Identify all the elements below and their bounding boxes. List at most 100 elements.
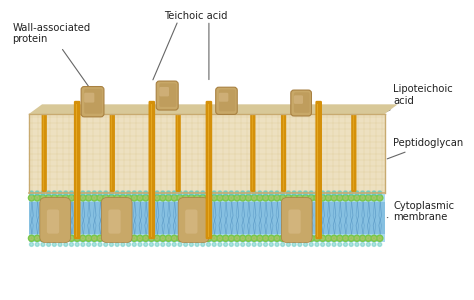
Circle shape bbox=[74, 235, 80, 241]
FancyBboxPatch shape bbox=[315, 101, 322, 239]
Circle shape bbox=[292, 191, 296, 195]
Circle shape bbox=[234, 235, 240, 241]
Circle shape bbox=[366, 196, 370, 200]
Circle shape bbox=[297, 235, 303, 241]
Circle shape bbox=[41, 196, 45, 200]
Circle shape bbox=[167, 236, 170, 240]
Circle shape bbox=[229, 191, 233, 195]
Circle shape bbox=[160, 195, 166, 201]
Circle shape bbox=[104, 236, 108, 240]
Circle shape bbox=[58, 236, 62, 240]
Circle shape bbox=[132, 191, 136, 195]
Circle shape bbox=[81, 236, 85, 240]
Circle shape bbox=[365, 195, 372, 201]
Circle shape bbox=[327, 191, 330, 195]
Circle shape bbox=[332, 196, 336, 200]
Circle shape bbox=[30, 236, 33, 240]
Circle shape bbox=[165, 235, 172, 241]
Circle shape bbox=[160, 235, 166, 241]
Text: Wall-associated
protein: Wall-associated protein bbox=[12, 23, 91, 90]
Circle shape bbox=[121, 191, 125, 195]
Circle shape bbox=[178, 191, 182, 195]
Circle shape bbox=[292, 242, 296, 246]
Circle shape bbox=[264, 236, 267, 240]
Circle shape bbox=[264, 242, 267, 246]
Circle shape bbox=[131, 235, 137, 241]
Circle shape bbox=[269, 191, 273, 195]
Circle shape bbox=[268, 235, 274, 241]
Circle shape bbox=[246, 196, 250, 200]
Circle shape bbox=[87, 242, 91, 246]
Circle shape bbox=[321, 242, 325, 246]
Circle shape bbox=[372, 236, 376, 240]
FancyBboxPatch shape bbox=[159, 83, 176, 107]
Circle shape bbox=[126, 235, 132, 241]
Circle shape bbox=[75, 191, 79, 195]
Circle shape bbox=[92, 191, 96, 195]
Circle shape bbox=[252, 191, 256, 195]
Circle shape bbox=[114, 195, 120, 201]
Circle shape bbox=[188, 195, 194, 201]
Circle shape bbox=[235, 242, 239, 246]
Circle shape bbox=[41, 191, 45, 195]
Circle shape bbox=[280, 195, 286, 201]
Circle shape bbox=[194, 235, 200, 241]
Circle shape bbox=[355, 242, 359, 246]
Bar bbox=[29, 202, 384, 234]
Circle shape bbox=[57, 235, 63, 241]
Circle shape bbox=[275, 236, 279, 240]
Circle shape bbox=[264, 191, 267, 195]
Circle shape bbox=[34, 195, 40, 201]
Circle shape bbox=[81, 191, 85, 195]
Circle shape bbox=[298, 196, 301, 200]
Circle shape bbox=[98, 196, 102, 200]
Circle shape bbox=[121, 196, 125, 200]
Circle shape bbox=[325, 195, 331, 201]
Circle shape bbox=[58, 196, 62, 200]
Circle shape bbox=[138, 196, 142, 200]
Circle shape bbox=[115, 196, 119, 200]
Circle shape bbox=[287, 236, 290, 240]
Circle shape bbox=[229, 236, 233, 240]
Circle shape bbox=[28, 235, 35, 241]
Circle shape bbox=[207, 191, 210, 195]
FancyBboxPatch shape bbox=[42, 105, 47, 192]
Circle shape bbox=[47, 236, 50, 240]
Circle shape bbox=[201, 236, 204, 240]
Circle shape bbox=[85, 195, 91, 201]
Circle shape bbox=[115, 242, 119, 246]
Circle shape bbox=[304, 236, 307, 240]
Circle shape bbox=[35, 242, 39, 246]
FancyBboxPatch shape bbox=[219, 93, 228, 102]
Circle shape bbox=[154, 235, 160, 241]
Circle shape bbox=[212, 236, 216, 240]
Circle shape bbox=[47, 196, 50, 200]
Circle shape bbox=[372, 242, 376, 246]
Circle shape bbox=[201, 191, 205, 195]
Circle shape bbox=[270, 236, 273, 240]
Circle shape bbox=[91, 235, 97, 241]
Circle shape bbox=[348, 235, 354, 241]
Circle shape bbox=[252, 196, 256, 200]
FancyBboxPatch shape bbox=[84, 93, 94, 103]
Circle shape bbox=[131, 195, 137, 201]
Circle shape bbox=[97, 195, 103, 201]
FancyBboxPatch shape bbox=[294, 92, 310, 113]
FancyBboxPatch shape bbox=[178, 198, 209, 242]
FancyBboxPatch shape bbox=[288, 209, 301, 234]
Circle shape bbox=[349, 236, 353, 240]
Circle shape bbox=[155, 236, 159, 240]
Circle shape bbox=[264, 196, 267, 200]
Circle shape bbox=[68, 195, 74, 201]
Circle shape bbox=[161, 196, 164, 200]
Circle shape bbox=[355, 236, 359, 240]
Circle shape bbox=[87, 236, 91, 240]
Circle shape bbox=[258, 191, 262, 195]
Circle shape bbox=[280, 235, 286, 241]
Text: Lipoteichoic
acid: Lipoteichoic acid bbox=[321, 84, 453, 140]
Circle shape bbox=[46, 191, 51, 195]
Circle shape bbox=[177, 235, 183, 241]
Circle shape bbox=[224, 191, 228, 195]
Circle shape bbox=[321, 191, 325, 195]
Circle shape bbox=[308, 235, 314, 241]
